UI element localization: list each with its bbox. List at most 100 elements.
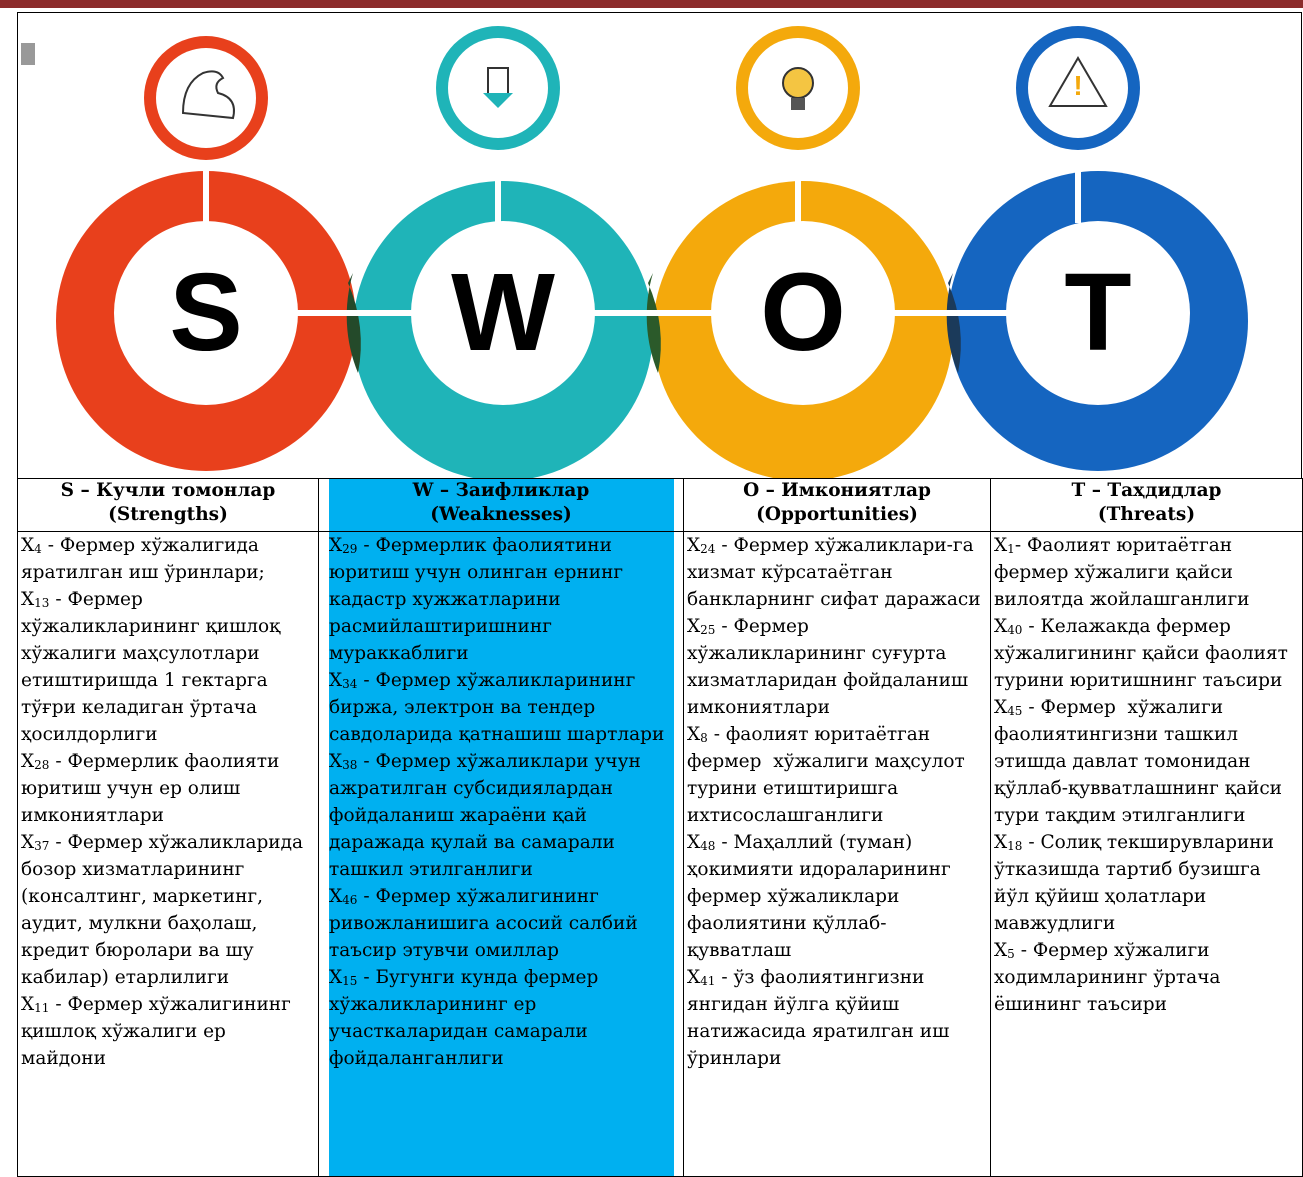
item-text: - фаолият юритаётган фермер хўжалиги маҳ… bbox=[687, 724, 971, 826]
variable-index: 45 bbox=[1007, 704, 1023, 718]
header-text: S – Кучли томонлар bbox=[60, 480, 276, 501]
variable-index: 28 bbox=[34, 758, 50, 772]
body-cell: X4 - Фермер хўжалигида яратилган иш ўрин… bbox=[17, 531, 319, 1177]
item: X1- Фаолият юритаётган фермер хўжалиги қ… bbox=[994, 533, 1299, 614]
item: X28 - Фермерлик фаолияти юритиш учун ер … bbox=[21, 748, 315, 829]
variable-index: 40 bbox=[1007, 623, 1023, 637]
header-text: (Strengths) bbox=[108, 504, 228, 525]
variable-index: 38 bbox=[342, 758, 358, 772]
item: X29 - Фермерлик фаолиятини юритиш учун о… bbox=[329, 533, 673, 668]
variable-index: 4 bbox=[34, 542, 42, 556]
body-cell: X24 - Фермер хўжаликлари-га хизмат кўрса… bbox=[683, 531, 991, 1177]
swot-letter: T bbox=[1064, 251, 1131, 374]
item: X24 - Фермер хўжаликлари-га хизмат кўрса… bbox=[687, 533, 987, 614]
variable: X bbox=[329, 886, 343, 907]
item: X48 - Маҳаллий (туман) ҳокимияти идорала… bbox=[687, 829, 987, 964]
variable-index: 8 bbox=[700, 731, 708, 745]
variable: X bbox=[994, 616, 1008, 637]
item: X18 - Солиқ текширувларини ўтказишда тар… bbox=[994, 829, 1299, 937]
swot-letter: O bbox=[760, 251, 846, 374]
item-text: - Келажакда фермер хўжалигининг қайси фа… bbox=[994, 616, 1294, 691]
item: X37 - Фермер хўжаликларида бозор хизматл… bbox=[21, 829, 315, 991]
item: X46 - Фермер хўжалигининг ривожланишига … bbox=[329, 883, 673, 964]
item-text: - Фермерлик фаолияти юритиш учун ер олиш… bbox=[21, 751, 286, 826]
variable-index: 24 bbox=[700, 542, 716, 556]
variable-index: 41 bbox=[700, 974, 716, 988]
swot-graphic: ! S W O T bbox=[17, 12, 1302, 478]
variable: X bbox=[21, 751, 35, 772]
variable-index: 25 bbox=[700, 623, 716, 637]
item: X34 - Фермер хўжаликларининг биржа, элек… bbox=[329, 667, 673, 748]
variable-index: 13 bbox=[34, 596, 50, 610]
item-text: - Фермер хўжаликларининг суғурта хизматл… bbox=[687, 616, 974, 718]
item: X13 - Фермер хўжаликларининг қишлоқ хўжа… bbox=[21, 586, 315, 748]
variable: X bbox=[21, 994, 35, 1015]
item: X11 - Фермер хўжалигининг қишлоқ хўжалиг… bbox=[21, 991, 315, 1072]
variable: X bbox=[21, 589, 35, 610]
item: X5 - Фермер хўжалиги ходимларининг ўртач… bbox=[994, 937, 1299, 1018]
variable-index: 1 bbox=[1007, 542, 1015, 556]
swot-letter: S bbox=[169, 251, 242, 374]
item: X15 - Бугунги кунда фермер хўжаликларини… bbox=[329, 964, 673, 1072]
variable-index: 29 bbox=[342, 542, 358, 556]
variable: X bbox=[21, 535, 35, 556]
header-text: O – Имкониятлар bbox=[743, 480, 931, 501]
variable-index: 11 bbox=[34, 1001, 50, 1015]
item: X45 - Фермер хўжалиги фаолиятингизни таш… bbox=[994, 694, 1299, 829]
variable: X bbox=[687, 832, 701, 853]
item-text: - Фермер хўжаликларида бозор хизматларин… bbox=[21, 832, 309, 988]
variable-index: 15 bbox=[342, 974, 358, 988]
variable: X bbox=[994, 832, 1008, 853]
variable: X bbox=[21, 832, 35, 853]
variable-index: 5 bbox=[1007, 947, 1015, 961]
item: X4 - Фермер хўжалигида яратилган иш ўрин… bbox=[21, 533, 315, 587]
item: X38 - Фермер хўжаликлари учун ажратилган… bbox=[329, 748, 673, 883]
variable: X bbox=[687, 724, 701, 745]
item-text: - Фермер хўжаликларининг биржа, электрон… bbox=[329, 670, 665, 745]
variable: X bbox=[994, 535, 1008, 556]
item-text: - Фермер хўжаликлари-га хизмат кўрсатаёт… bbox=[687, 535, 981, 610]
variable: X bbox=[329, 670, 343, 691]
cell-content: X1- Фаолият юритаётган фермер хўжалиги қ… bbox=[994, 533, 1299, 1176]
item-text: - Солиқ текширувларини ўтказишда тартиб … bbox=[994, 832, 1280, 934]
variable: X bbox=[687, 535, 701, 556]
cell-content: X24 - Фермер хўжаликлари-га хизмат кўрса… bbox=[687, 533, 987, 1176]
marker bbox=[21, 43, 35, 65]
variable-index: 37 bbox=[34, 839, 50, 853]
header-text: (Opportunities) bbox=[756, 504, 918, 525]
item: X41 - ўз фаолиятингизни янгидан йўлга қў… bbox=[687, 964, 987, 1072]
header-text: (Threats) bbox=[1097, 504, 1196, 525]
item-text: - Фермер хўжаликларининг қишлоқ хўжалиги… bbox=[21, 589, 287, 745]
item: X25 - Фермер хўжаликларининг суғурта хиз… bbox=[687, 613, 987, 721]
item: X40 - Келажакда фермер хўжалигининг қайс… bbox=[994, 613, 1299, 694]
item-text: - Фермер хўжалиги фаолиятингизни ташкил … bbox=[994, 697, 1288, 826]
variable: X bbox=[329, 535, 343, 556]
rings: ! bbox=[56, 26, 1248, 478]
item-text: - Фермер хўжаликлари учун ажратилган суб… bbox=[329, 751, 647, 880]
item: X8 - фаолият юритаётган фермер хўжалиги … bbox=[687, 721, 987, 829]
cell-content: X4 - Фермер хўжалигида яратилган иш ўрин… bbox=[21, 533, 315, 1176]
item-text: - Фермер хўжалиги ходимларининг ўртача ё… bbox=[994, 940, 1227, 1015]
header-text: W – Заифликлар bbox=[412, 480, 590, 501]
item-text: - Маҳаллий (туман) ҳокимияти идораларини… bbox=[687, 832, 957, 961]
variable-index: 46 bbox=[342, 893, 358, 907]
variable: X bbox=[329, 967, 343, 988]
header-text: (Weaknesses) bbox=[430, 504, 572, 525]
body-cell: X29 - Фермерлик фаолиятини юритиш учун о… bbox=[318, 531, 684, 1177]
header-cell: O – Имкониятлар (Opportunities) bbox=[683, 478, 991, 532]
table-row: S – Кучли томонлар (Strengths) W – Заифлик… bbox=[17, 478, 1303, 532]
header-text: T – Таҳдидлар bbox=[1071, 480, 1222, 501]
item-text: - Фермер хўжалигининг қишлоқ хўжалиги ер… bbox=[21, 994, 297, 1069]
variable: X bbox=[687, 616, 701, 637]
swot-svg: ! S W O T bbox=[21, 26, 1248, 478]
top-bar bbox=[0, 0, 1303, 8]
item-text: - Фермер хўжалигининг ривожланишига асос… bbox=[329, 886, 644, 961]
item-text: - Фермер хўжалигида яратилган иш ўринлар… bbox=[21, 535, 265, 583]
variable: X bbox=[994, 697, 1008, 718]
table-row: X4 - Фермер хўжалигида яратилган иш ўрин… bbox=[17, 531, 1303, 1177]
item-text: - Фаолият юритаётган фермер хўжалиги қай… bbox=[994, 535, 1250, 610]
variable-index: 18 bbox=[1007, 839, 1023, 853]
item-text: - ўз фаолиятингизни янгидан йўлга қўйиш … bbox=[687, 967, 956, 1069]
item-text: - Фермерлик фаолиятини юритиш учун олинг… bbox=[329, 535, 629, 664]
